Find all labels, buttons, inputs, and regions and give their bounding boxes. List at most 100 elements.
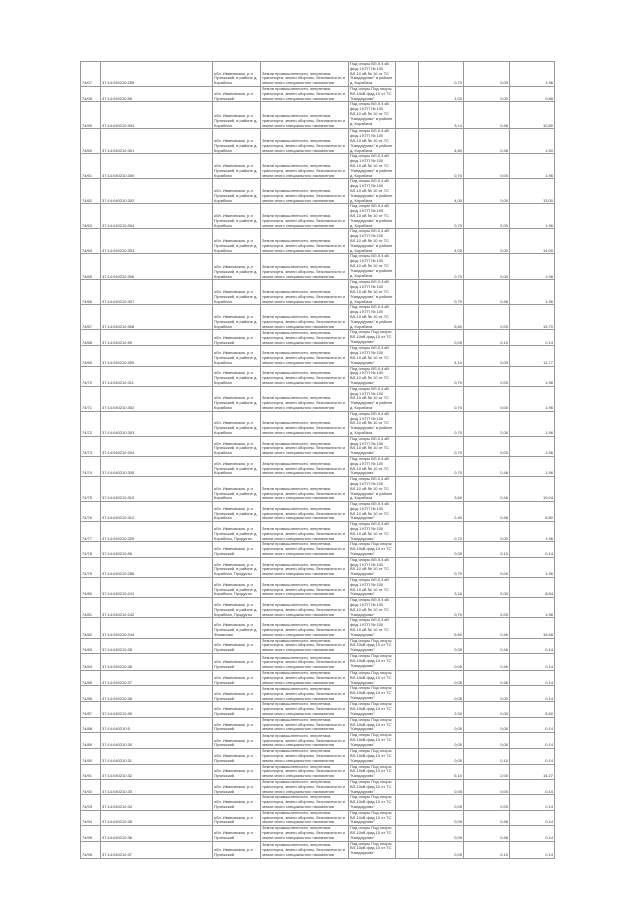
row-number-cell: 74/61 — [80, 153, 101, 180]
cadastral-number-cell: 37:14:040210:286 — [100, 556, 213, 579]
row-number-cell: 74/66 — [80, 279, 101, 306]
table-row: 74/76 37:14:040210:312 обл. Ивановская, р-… — [80, 501, 555, 523]
row-number-cell: 74/64 — [80, 228, 101, 255]
description-cell: Под опоры ВЛ-0,4 кВ фид.1 КТП № 100 ВЛ-1… — [348, 128, 396, 155]
description-cell: Под опоры Под опоры ВЛ-10кВ фид.10 от ТС… — [348, 637, 396, 655]
description-cell: Под опоры Под опоры ВЛ-10кВ фид.10 от ТС… — [348, 778, 396, 796]
description-cell: Под опоры ВЛ-0,4 кВ фид.1 КТП № 100 ВЛ-1… — [348, 228, 396, 255]
row-number-cell: 74/59 — [80, 101, 101, 130]
row-number-cell: 74/86 — [80, 685, 101, 703]
value-1-cell: 0,00 — [463, 304, 510, 331]
address-cell: обл. Ивановская, р-н Пучежский, в районе… — [212, 178, 261, 205]
table-row: 74/73 37:14:040210:304 обл. Ивановская, р-… — [80, 435, 555, 457]
marker-cell — [395, 85, 419, 103]
value-1-cell: 0,46 — [463, 279, 510, 306]
cadastral-number-cell: 37:14:040210:35 — [100, 809, 213, 827]
cadastral-number-cell: 37:14:040210:32 — [100, 763, 213, 780]
area-value-cell: 0,70 — [418, 435, 464, 457]
address-cell: обл. Ивановская, р-н Пучежский, в районе… — [212, 435, 261, 457]
cadastral-number-cell: 37:14:040210:33 — [100, 778, 213, 796]
cadastral-number-cell: 37:14:040210:303 — [100, 410, 213, 437]
marker-cell — [395, 653, 419, 671]
address-cell: обл. Ивановская, р-н Пучежский — [212, 669, 261, 687]
marker-cell — [395, 61, 419, 87]
value-2-cell: 1,96 — [509, 556, 555, 579]
description-cell: Под опоры Под опоры ВЛ-10кВ фид.10 от ТС… — [348, 653, 396, 671]
row-number-cell: 74/74 — [80, 455, 101, 478]
value-1-cell: 0,00 — [463, 345, 510, 367]
value-2-cell: 0,14 — [509, 732, 555, 750]
value-2-cell: 10,80 — [509, 101, 555, 130]
marker-cell — [395, 716, 419, 734]
row-number-cell: 74/89 — [80, 732, 101, 750]
value-2-cell: 6,80 — [509, 501, 555, 523]
land-category-cell: Земли промышленности, энергетики, трансп… — [260, 825, 349, 842]
address-cell: обл. Ивановская, р-н Пучежский, в районе… — [212, 521, 261, 543]
area-value-cell: 2,40 — [418, 501, 464, 523]
row-number-cell: 74/75 — [80, 476, 101, 503]
description-cell: Под опоры Под опоры ВЛ-10кВ фид.10 от ТС… — [348, 732, 396, 750]
value-1-cell: 2,00 — [463, 597, 510, 619]
value-2-cell: 1,96 — [509, 385, 555, 412]
marker-cell — [395, 279, 419, 306]
cadastral-number-cell: 37:14:040210:39 — [100, 701, 213, 718]
land-category-cell: Земли промышленности, энергетики, трансп… — [260, 716, 349, 734]
row-number-cell: 74/85 — [80, 669, 101, 687]
cadastral-number-cell: 37:14:040210:37 — [100, 840, 213, 859]
value-1-cell: 2,00 — [463, 763, 510, 780]
description-cell: Под опоры ВЛ-0,4 кВ фид.1 КТП № 100 ВЛ-1… — [348, 385, 396, 412]
land-category-cell: Земли промышленности, энергетики, трансп… — [260, 279, 349, 306]
address-cell: обл. Ивановская, р-н Пучежский, в районе… — [212, 101, 261, 130]
table-row: 74/89 37:14:040210:30 обл. Ивановская, р-н… — [80, 732, 555, 750]
address-cell: обл. Ивановская, р-н Пучежский — [212, 685, 261, 703]
value-1-cell: 0,00 — [463, 253, 510, 281]
land-category-cell: Земли промышленности, энергетики, трансп… — [260, 501, 349, 523]
address-cell: обл. Ивановская, р-н Пучежский, в районе… — [212, 279, 261, 306]
address-cell: обл. Ивановская, р-н Пучежский, в районе… — [212, 228, 261, 255]
table-row: 74/88 37:14:040210:5 обл. Ивановская, р-н … — [80, 716, 555, 734]
value-1-cell: 0,10 — [463, 840, 510, 859]
land-category-cell: Земли промышленности, энергетики, трансп… — [260, 541, 349, 558]
marker-cell — [395, 228, 419, 255]
land-category-cell: Земли промышленности, энергетики, трансп… — [260, 153, 349, 180]
table-row: 74/96 37:14:040210:37 обл. Ивановская, р-н… — [80, 840, 555, 859]
table-row: 74/61 37:14:040210:300 обл. Ивановская, р-… — [80, 153, 555, 180]
value-2-cell: 11,77 — [509, 345, 555, 367]
value-1-cell: 0,46 — [463, 809, 510, 827]
area-value-cell: 0,05 — [418, 669, 464, 687]
row-number-cell: 74/71 — [80, 385, 101, 412]
value-2-cell: 1,96 — [509, 203, 555, 230]
table-row: 74/60 37:14:040210:301 обл. Ивановская, р-… — [80, 128, 555, 155]
description-cell: Под опоры ВЛ-0,4 кВ фид.1 КТП № 100 ВЛ-1… — [348, 410, 396, 437]
table-row: 74/70 37:14:040210:311 обл. Ивановская, р-… — [80, 365, 555, 387]
cadastral-number-cell: 37:14:040210:56 — [100, 541, 213, 558]
table-row: 74/83 37:14:040210:35 обл. Ивановская, р-н… — [80, 637, 555, 655]
table-row: 74/92 37:14:040210:33 обл. Ивановская, р-н… — [80, 778, 555, 796]
value-2-cell: 1,96 — [509, 61, 555, 87]
table-row: 74/62 37:14:040210:302 обл. Ивановская, р-… — [80, 178, 555, 205]
row-number-cell: 74/90 — [80, 748, 101, 765]
address-cell: обл. Ивановская, р-н Пучежский, в районе… — [212, 61, 261, 87]
value-2-cell: 13,00 — [509, 178, 555, 205]
table-row: 74/07 37:14:040210:259 обл. Ивановская, р-… — [80, 61, 555, 87]
value-1-cell: 0,46 — [463, 617, 510, 639]
cadastral-number-cell: 37:14:040210:59 — [100, 329, 213, 347]
row-number-cell: 74/76 — [80, 501, 101, 523]
land-category-cell: Земли промышленности, энергетики, трансп… — [260, 61, 349, 87]
table-row: 74/65 37:14:040210:306 обл. Ивановская, р-… — [80, 253, 555, 281]
cadastral-number-cell: 37:14:040210:306 — [100, 253, 213, 281]
value-1-cell: 0,00 — [463, 794, 510, 811]
cadastral-number-cell: 37:14:040210:244 — [100, 617, 213, 639]
table-row: 74/64 37:14:040210:303 обл. Ивановская, р-… — [80, 228, 555, 255]
address-cell: обл. Ивановская, р-н Пучежский — [212, 825, 261, 842]
value-2-cell: 0,14 — [509, 685, 555, 703]
area-value-cell: 0,70 — [418, 597, 464, 619]
address-cell: обл. Ивановская, р-н Пучежский — [212, 763, 261, 780]
value-2-cell: 14,00 — [509, 228, 555, 255]
table-row: 74/67 37:14:040210:308 обл. Ивановская, р-… — [80, 304, 555, 331]
area-value-cell: 3,14 — [418, 101, 464, 130]
description-cell: Под опоры Под опоры ВЛ-10кВ фид.10 от ТС… — [348, 329, 396, 347]
area-value-cell: 0,05 — [418, 794, 464, 811]
cadastral-number-cell: 37:14:040210:36 — [100, 825, 213, 842]
value-1-cell: 0,46 — [463, 128, 510, 155]
